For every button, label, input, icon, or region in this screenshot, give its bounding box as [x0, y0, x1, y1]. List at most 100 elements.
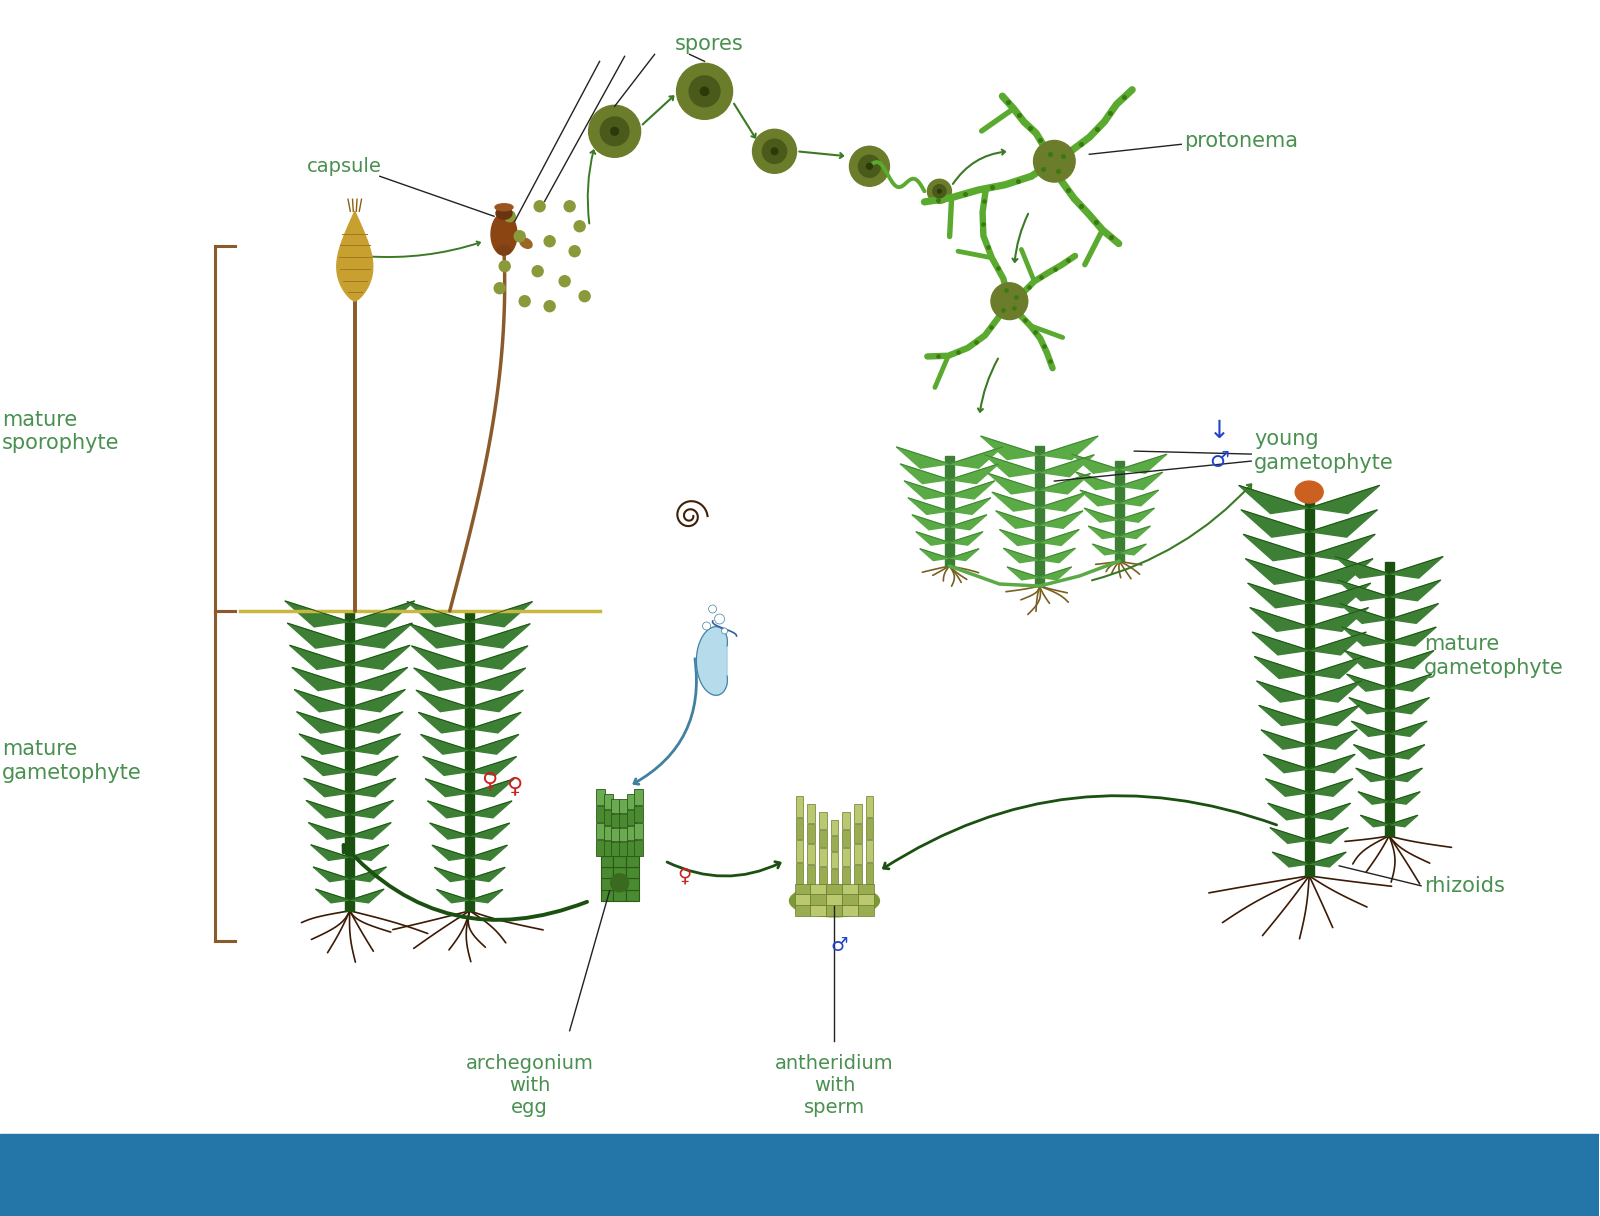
Circle shape — [771, 148, 778, 154]
Bar — [859, 905, 875, 916]
Bar — [854, 865, 861, 884]
Polygon shape — [1250, 608, 1309, 631]
Polygon shape — [995, 511, 1040, 528]
Polygon shape — [350, 711, 403, 733]
Polygon shape — [1336, 557, 1389, 578]
Polygon shape — [1389, 580, 1440, 601]
Polygon shape — [1264, 754, 1309, 772]
Polygon shape — [1309, 778, 1352, 796]
Bar — [0, 1133, 1598, 1216]
Polygon shape — [470, 890, 502, 902]
Text: young
gametophyte: young gametophyte — [1254, 429, 1394, 473]
Polygon shape — [470, 845, 507, 860]
Polygon shape — [1389, 769, 1422, 782]
Polygon shape — [949, 497, 990, 514]
Polygon shape — [1309, 828, 1349, 844]
Bar — [811, 884, 827, 895]
Polygon shape — [984, 455, 1040, 477]
Polygon shape — [1309, 608, 1368, 631]
Polygon shape — [1035, 446, 1043, 586]
Circle shape — [504, 210, 515, 221]
Polygon shape — [350, 867, 386, 882]
Polygon shape — [422, 756, 470, 776]
Polygon shape — [1355, 769, 1389, 782]
Circle shape — [701, 88, 709, 96]
Polygon shape — [294, 689, 350, 711]
Polygon shape — [1309, 804, 1350, 820]
Polygon shape — [1384, 563, 1394, 835]
Bar — [626, 856, 638, 867]
Ellipse shape — [496, 207, 512, 219]
Text: mature
gametophyte: mature gametophyte — [2, 739, 142, 783]
Polygon shape — [350, 601, 414, 627]
Polygon shape — [901, 465, 949, 484]
Bar — [866, 840, 874, 862]
Polygon shape — [1120, 455, 1166, 473]
Polygon shape — [470, 602, 533, 626]
Circle shape — [558, 276, 570, 287]
Polygon shape — [920, 548, 949, 561]
Bar — [854, 844, 861, 863]
Bar — [597, 789, 605, 805]
Bar — [808, 804, 814, 823]
Bar — [611, 814, 621, 827]
Circle shape — [574, 221, 586, 232]
Polygon shape — [419, 713, 470, 733]
Bar — [634, 806, 643, 822]
Polygon shape — [296, 711, 350, 733]
Polygon shape — [909, 497, 949, 514]
Circle shape — [565, 201, 574, 212]
Circle shape — [534, 201, 546, 212]
Polygon shape — [1389, 674, 1432, 691]
Polygon shape — [338, 212, 373, 302]
Polygon shape — [430, 823, 470, 839]
Circle shape — [990, 283, 1027, 320]
Polygon shape — [1338, 580, 1389, 601]
Bar — [830, 868, 838, 884]
Polygon shape — [1072, 455, 1120, 473]
Polygon shape — [992, 492, 1040, 511]
Polygon shape — [946, 456, 954, 565]
Polygon shape — [904, 480, 949, 499]
Polygon shape — [1040, 530, 1078, 546]
Polygon shape — [470, 624, 530, 648]
Bar — [597, 840, 605, 856]
Polygon shape — [1040, 492, 1086, 511]
Polygon shape — [1309, 510, 1378, 537]
Bar — [866, 796, 874, 817]
Text: ♂: ♂ — [1210, 451, 1229, 471]
Polygon shape — [350, 823, 390, 839]
Polygon shape — [310, 845, 350, 861]
Bar — [842, 831, 850, 848]
Polygon shape — [912, 514, 949, 530]
Bar — [626, 878, 638, 890]
Polygon shape — [949, 480, 995, 499]
Polygon shape — [1259, 705, 1309, 726]
Text: spores: spores — [675, 34, 744, 55]
Circle shape — [928, 179, 952, 203]
Polygon shape — [1342, 627, 1389, 646]
Circle shape — [702, 623, 710, 630]
Polygon shape — [1085, 508, 1120, 522]
Polygon shape — [426, 778, 470, 796]
Bar — [613, 890, 626, 901]
Text: archegonium
with
egg: archegonium with egg — [466, 1054, 594, 1118]
Polygon shape — [350, 734, 400, 754]
Polygon shape — [1309, 534, 1374, 561]
Polygon shape — [696, 626, 728, 696]
Polygon shape — [304, 778, 350, 796]
Polygon shape — [1040, 511, 1083, 528]
Bar — [634, 840, 643, 856]
Circle shape — [933, 185, 946, 198]
Polygon shape — [1309, 584, 1371, 608]
Polygon shape — [432, 845, 470, 860]
Polygon shape — [1003, 548, 1040, 563]
Text: ♀: ♀ — [507, 776, 523, 796]
Bar — [600, 867, 613, 878]
Bar — [830, 837, 838, 851]
Ellipse shape — [1294, 482, 1323, 503]
Bar — [842, 812, 850, 829]
Ellipse shape — [491, 213, 517, 255]
Polygon shape — [1360, 815, 1389, 827]
Polygon shape — [1243, 534, 1309, 561]
